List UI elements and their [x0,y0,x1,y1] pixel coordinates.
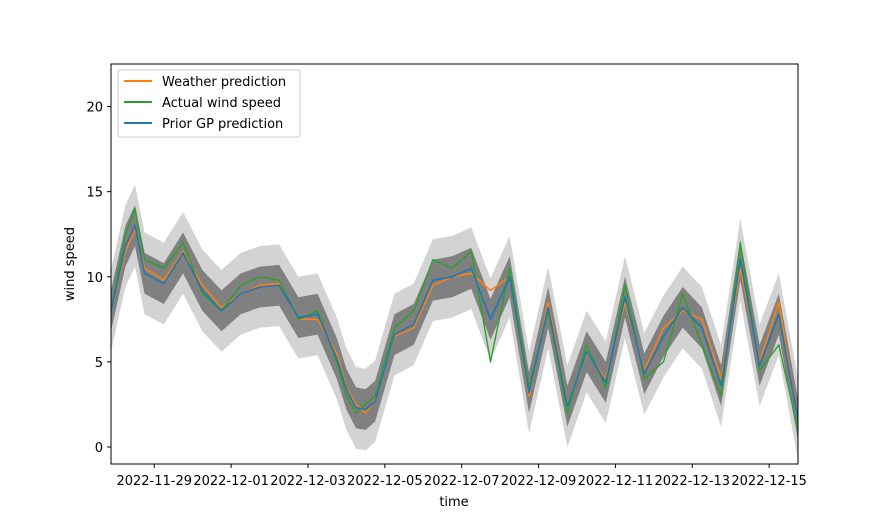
legend-label-0: Weather prediction [162,75,286,90]
band-outer [111,184,798,461]
plot-frame [110,63,799,465]
legend: Weather prediction Actual wind speed Prior… [117,69,301,138]
y-tick-label-1: 5 [95,356,103,371]
x-axis-label: time [439,495,468,510]
legend-box [117,69,301,138]
x-tick-label-3: 2022-12-05 [347,474,423,489]
x-tick-label-7: 2022-12-13 [655,474,731,489]
x-tick-label-1: 2022-12-01 [193,474,269,489]
x-tick-label-5: 2022-12-09 [501,474,577,489]
series-line-1 [111,207,798,431]
y-axis: 0 5 10 15 20 [86,101,111,456]
y-tick-label-0: 0 [95,441,103,456]
y-tick-label-3: 15 [86,186,103,201]
legend-label-2: Prior GP prediction [162,117,283,132]
x-tick-label-6: 2022-12-11 [578,474,654,489]
band-inner [111,205,798,441]
y-tick-label-2: 10 [86,271,103,286]
x-tick-label-2: 2022-12-03 [270,474,346,489]
x-axis: 2022-11-29 2022-12-01 2022-12-03 2022-12-05… [116,464,807,489]
x-tick-label-4: 2022-12-07 [424,474,500,489]
uncertainty-bands [111,184,798,461]
plot-area [111,184,798,461]
x-tick-label-0: 2022-11-29 [116,474,192,489]
legend-label-1: Actual wind speed [162,96,281,111]
y-axis-label: wind speed [63,227,78,301]
series-lines [111,207,798,431]
series-line-0 [111,228,798,422]
series-line-2 [111,224,798,420]
x-tick-label-8: 2022-12-15 [731,474,807,489]
y-tick-label-4: 20 [86,101,103,116]
